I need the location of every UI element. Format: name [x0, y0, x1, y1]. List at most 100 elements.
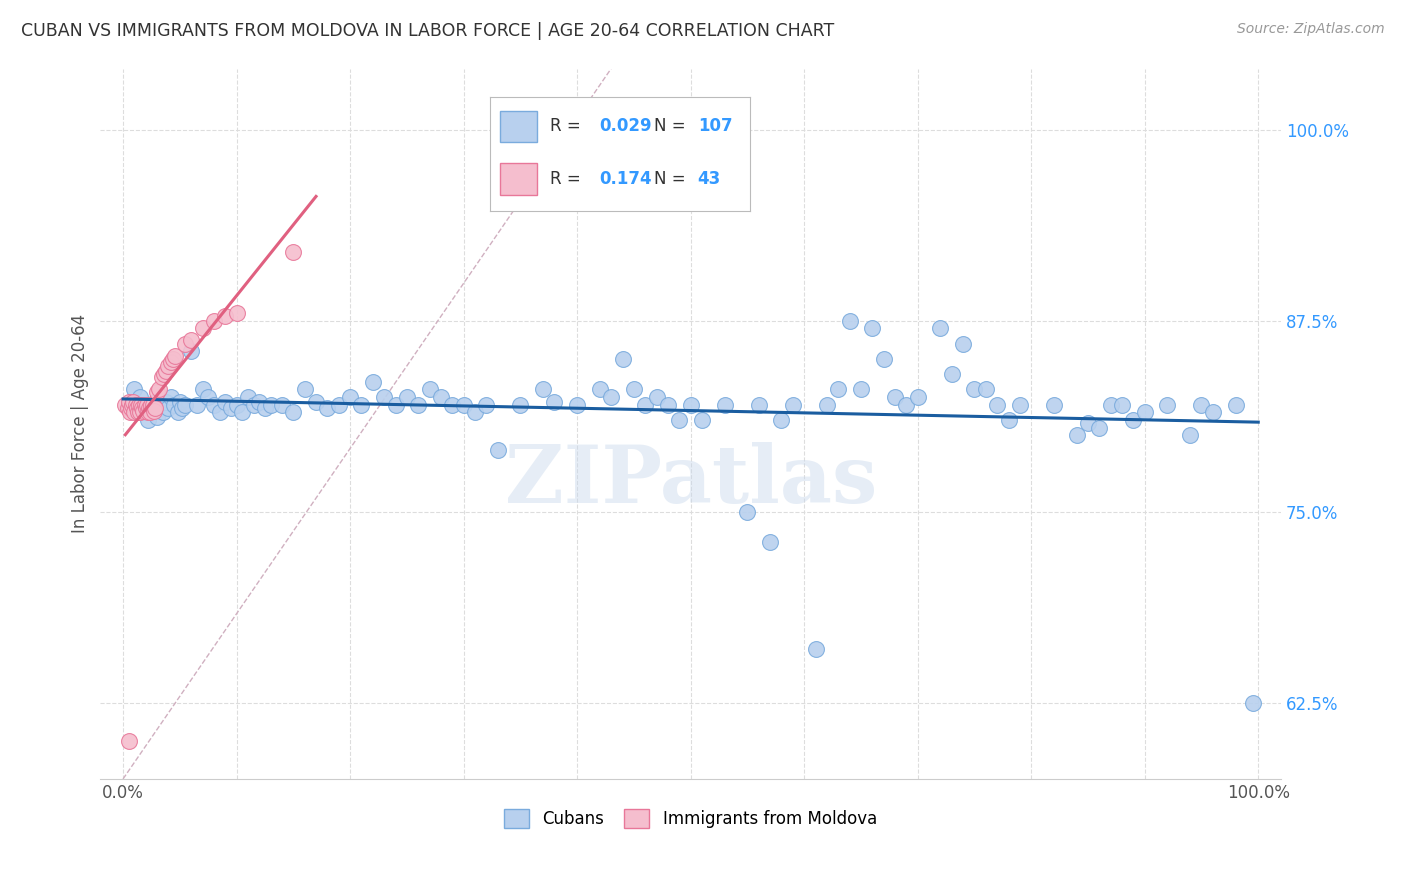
Point: [713, 398, 735, 412]
Point: [316, 401, 339, 415]
Point: [124, 405, 146, 419]
Point: [328, 398, 350, 412]
Point: [146, 385, 169, 400]
Point: [941, 367, 963, 381]
Point: [166, 405, 188, 419]
Point: [191, 382, 214, 396]
Point: [612, 351, 634, 366]
Point: [197, 390, 219, 404]
Point: [907, 390, 929, 404]
Point: [242, 398, 264, 412]
Point: [247, 394, 270, 409]
Point: [121, 398, 143, 412]
Point: [759, 535, 782, 549]
Point: [150, 370, 173, 384]
Point: [219, 401, 242, 415]
Point: [419, 382, 441, 396]
Point: [453, 398, 475, 412]
Point: [122, 394, 145, 409]
Point: [1122, 413, 1144, 427]
Point: [127, 405, 149, 419]
Point: [929, 321, 952, 335]
Text: ZIPatlas: ZIPatlas: [505, 442, 877, 519]
Point: [157, 359, 180, 374]
Point: [986, 398, 1008, 412]
Point: [475, 398, 498, 412]
Point: [782, 398, 804, 412]
Point: [135, 405, 157, 419]
Point: [136, 405, 159, 419]
Point: [430, 390, 453, 404]
Legend: Cubans, Immigrants from Moldova: Cubans, Immigrants from Moldova: [498, 802, 884, 835]
Point: [838, 313, 860, 327]
Point: [143, 394, 166, 409]
Point: [157, 401, 180, 415]
Point: [142, 398, 165, 412]
Point: [963, 382, 986, 396]
Point: [118, 405, 141, 419]
Point: [139, 405, 162, 419]
Point: [645, 390, 668, 404]
Point: [148, 398, 170, 412]
Point: [679, 398, 702, 412]
Point: [259, 398, 281, 412]
Point: [350, 398, 373, 412]
Point: [860, 321, 883, 335]
Point: [623, 382, 645, 396]
Point: [1088, 420, 1111, 434]
Point: [657, 398, 679, 412]
Point: [1156, 398, 1178, 412]
Point: [565, 398, 588, 412]
Point: [162, 351, 184, 366]
Point: [152, 405, 174, 419]
Point: [543, 394, 565, 409]
Point: [136, 413, 159, 427]
Point: [974, 382, 997, 396]
Point: [1133, 405, 1156, 419]
Point: [118, 394, 141, 409]
Point: [118, 733, 141, 747]
Point: [531, 382, 554, 396]
Point: [283, 244, 305, 259]
Point: [509, 398, 531, 412]
Point: [441, 398, 464, 412]
Point: [180, 344, 202, 359]
Point: [202, 313, 225, 327]
Point: [132, 403, 155, 417]
Point: [361, 375, 384, 389]
Point: [849, 382, 872, 396]
Point: [1077, 416, 1099, 430]
Point: [872, 351, 894, 366]
Point: [896, 398, 918, 412]
Point: [125, 401, 148, 415]
Point: [174, 336, 197, 351]
Point: [135, 398, 157, 412]
Point: [827, 382, 849, 396]
Point: [174, 398, 197, 412]
Point: [815, 398, 838, 412]
Point: [589, 382, 612, 396]
Point: [114, 398, 136, 412]
Point: [283, 405, 305, 419]
Point: [373, 390, 395, 404]
Point: [214, 309, 236, 323]
Point: [253, 401, 276, 415]
Point: [804, 642, 827, 657]
Point: [1043, 398, 1066, 412]
Point: [737, 505, 759, 519]
Y-axis label: In Labor Force | Age 20-64: In Labor Force | Age 20-64: [72, 314, 89, 533]
Point: [770, 413, 793, 427]
Point: [339, 390, 361, 404]
Point: [225, 398, 247, 412]
Point: [395, 390, 418, 404]
Point: [129, 405, 152, 419]
Point: [125, 405, 148, 419]
Point: [634, 398, 657, 412]
Point: [690, 413, 713, 427]
Point: [406, 398, 429, 412]
Point: [1191, 398, 1213, 412]
Point: [159, 355, 181, 369]
Text: CUBAN VS IMMIGRANTS FROM MOLDOVA IN LABOR FORCE | AGE 20-64 CORRELATION CHART: CUBAN VS IMMIGRANTS FROM MOLDOVA IN LABO…: [21, 22, 834, 40]
Point: [169, 394, 191, 409]
Point: [294, 382, 316, 396]
